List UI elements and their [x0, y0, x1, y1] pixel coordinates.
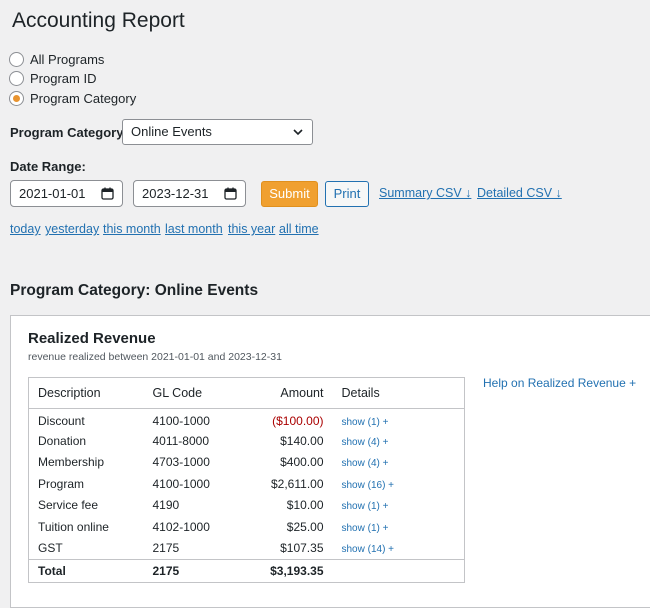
panel-title: Realized Revenue [28, 330, 156, 347]
print-button[interactable]: Print [325, 181, 369, 207]
cell-description: Tuition online [38, 519, 109, 534]
quick-range-today[interactable]: today [10, 222, 41, 236]
program-category-label: Program Category [10, 125, 124, 140]
column-header-description: Description [28, 377, 144, 409]
quick-range-last-month[interactable]: last month [165, 222, 223, 236]
quick-range-yesterday[interactable]: yesterday [45, 222, 100, 236]
cell-gl-code: 4100-1000 [152, 413, 210, 428]
show-details-link[interactable]: show (14) + [341, 544, 395, 555]
table-row: Donation 4011-8000 $140.00 show (4) + [29, 430, 465, 452]
summary-csv-link[interactable]: Summary CSV ↓ [379, 186, 472, 200]
end-date-input[interactable]: 2023-12-31 [133, 180, 246, 207]
radio-button[interactable] [9, 51, 24, 67]
detailed-csv-link[interactable]: Detailed CSV ↓ [477, 186, 562, 200]
show-details-link[interactable]: show (4) + [341, 458, 389, 470]
quick-range-this-month[interactable]: this month [103, 222, 161, 236]
cell-amount: $25.00 [286, 519, 324, 534]
column-header-gl-code: GL Code [143, 377, 229, 409]
radio-button[interactable] [9, 70, 24, 86]
column-header-details: Details [332, 377, 465, 409]
table-row: Tuition online 4102-1000 $25.00 show (1)… [29, 516, 465, 538]
calendar-icon[interactable] [101, 187, 114, 200]
cell-description: Program [38, 476, 85, 491]
cell-description: Discount [38, 413, 85, 428]
cell-gl-code: 4011-8000 [152, 433, 210, 448]
cell-gl-code: 4190 [152, 498, 180, 513]
show-details-link[interactable]: show (4) + [341, 436, 389, 448]
total-row: Total 2175 $3,193.35 [28, 558, 465, 582]
cell-description: Membership [38, 455, 105, 470]
radio-label: Program ID [30, 70, 97, 86]
total-details-empty [332, 558, 465, 582]
realized-revenue-panel: Realized Revenue revenue realized betwee… [10, 315, 650, 608]
chevron-down-icon [293, 129, 303, 136]
column-header-amount: Amount [228, 377, 333, 409]
radio-button-checked[interactable] [9, 90, 24, 106]
date-range-label: Date Range: [10, 159, 86, 174]
cell-amount: $2,611.00 [271, 476, 324, 491]
panel-subtitle: revenue realized between 2021-01-01 and … [28, 351, 282, 363]
section-title: Program Category: Online Events [10, 282, 259, 299]
total-amount: $3,193.35 [228, 558, 333, 582]
end-date-value: 2023-12-31 [142, 186, 209, 201]
program-category-select[interactable]: Online Events [122, 119, 313, 145]
calendar-icon[interactable] [224, 187, 237, 200]
start-date-value: 2021-01-01 [19, 186, 86, 201]
cell-description: Donation [38, 433, 87, 448]
page-title: Accounting Report [12, 9, 185, 32]
table-row: Membership 4703-1000 $400.00 show (4) + [29, 452, 465, 474]
cell-amount: $107.35 [280, 541, 324, 555]
revenue-table: Description GL Code Amount Details Disco… [28, 377, 465, 583]
select-value: Online Events [131, 124, 212, 139]
cell-gl-code: 4102-1000 [152, 519, 210, 534]
cell-gl-code: 2175 [152, 541, 180, 555]
show-details-link[interactable]: show (1) + [341, 416, 389, 428]
radio-label: Program Category [30, 90, 137, 106]
table-row: Service fee 4190 $10.00 show (1) + [29, 495, 465, 517]
cell-description: GST [38, 541, 63, 555]
table-row: GST 2175 $107.35 show (14) + [29, 538, 465, 560]
cell-amount: $10.00 [286, 498, 324, 513]
cell-amount: $400.00 [280, 455, 324, 470]
show-details-link[interactable]: show (16) + [341, 479, 395, 491]
cell-description: Service fee [38, 498, 99, 513]
quick-range-all-time[interactable]: all time [279, 222, 319, 236]
radio-program-category[interactable]: Program Category [9, 89, 136, 107]
cell-gl-code: 4100-1000 [152, 476, 210, 491]
help-realized-revenue-link[interactable]: Help on Realized Revenue + [483, 376, 637, 390]
radio-label: All Programs [30, 51, 105, 67]
table-row: Program 4100-1000 $2,611.00 show (16) + [29, 473, 465, 495]
table-header-row: Description GL Code Amount Details [28, 377, 465, 409]
show-details-link[interactable]: show (1) + [341, 522, 389, 534]
total-label: Total [28, 558, 144, 582]
start-date-input[interactable]: 2021-01-01 [10, 180, 123, 207]
total-gl-code: 2175 [143, 558, 229, 582]
submit-button[interactable]: Submit [261, 181, 318, 207]
table-row: Discount 4100-1000 ($100.00) show (1) + [29, 409, 465, 431]
show-details-link[interactable]: show (1) + [341, 501, 389, 513]
cell-gl-code: 4703-1000 [152, 455, 210, 470]
cell-amount: ($100.00) [272, 413, 324, 428]
cell-amount: $140.00 [280, 433, 324, 448]
quick-range-this-year[interactable]: this year [228, 222, 276, 236]
radio-program-id[interactable]: Program ID [9, 69, 96, 87]
radio-all-programs[interactable]: All Programs [9, 50, 104, 68]
